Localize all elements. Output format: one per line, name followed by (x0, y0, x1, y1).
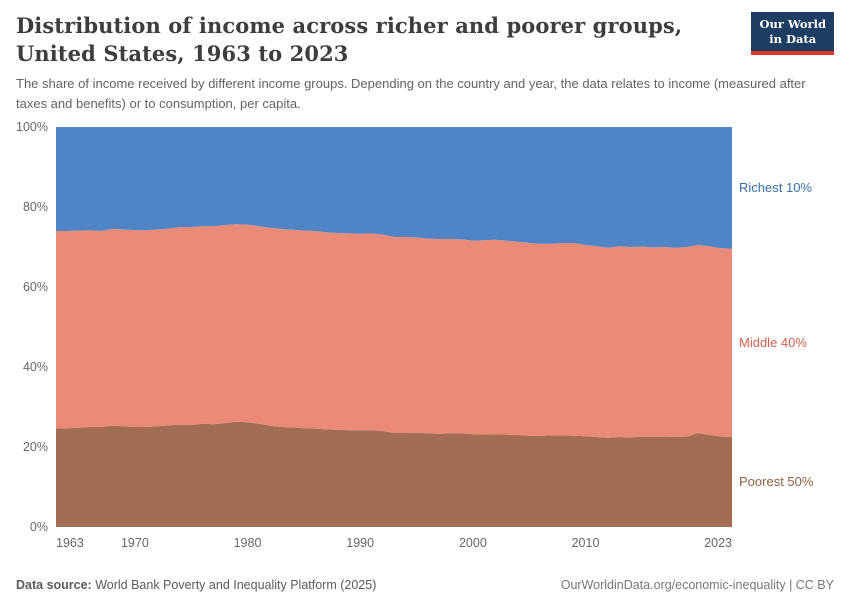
x-tick-label: 1963 (56, 536, 84, 550)
series-label-middle-40: Middle 40% (739, 335, 807, 350)
y-tick-label: 40% (23, 360, 48, 374)
chart-canvas[interactable]: 0% 20% 40% 60% 80% 100% 1963 1970 1980 1990 2000 20… (16, 115, 834, 567)
area-richest-10[interactable] (56, 127, 732, 250)
chart-area: 0% 20% 40% 60% 80% 100% 1963 1970 1980 1990 2000 20… (16, 115, 834, 572)
data-source-value: World Bank Poverty and Inequality Platfo… (91, 578, 377, 593)
series-label-richest-10: Richest 10% (739, 180, 812, 195)
y-tick-label: 60% (23, 280, 48, 294)
data-source: Data source: World Bank Poverty and Ineq… (16, 578, 376, 592)
area-middle-40[interactable] (56, 224, 732, 439)
y-tick-label: 100% (16, 120, 48, 134)
chart-subtitle: The share of income received by differen… (16, 76, 806, 111)
series-label-poorest-50: Poorest 50% (739, 474, 814, 489)
data-source-label: Data source: (16, 578, 92, 593)
x-tick-label: 1970 (121, 536, 149, 550)
y-tick-label: 80% (23, 200, 48, 214)
owid-attribution-link[interactable]: OurWorldinData.org/economic-inequality |… (560, 578, 834, 593)
area-poorest-50[interactable] (56, 422, 732, 528)
x-tick-label: 1990 (346, 536, 374, 550)
x-tick-label: 2010 (572, 536, 600, 550)
owid-logo[interactable]: Our World in Data (751, 12, 834, 55)
x-tick-label: 2000 (459, 536, 487, 550)
x-tick-label: 2023 (704, 536, 732, 550)
x-tick-label: 1980 (234, 536, 262, 550)
chart-header: Distribution of income across richer and… (16, 12, 834, 67)
chart-footer: Data source: World Bank Poverty and Ineq… (16, 572, 834, 606)
page-title: Distribution of income across richer and… (16, 13, 683, 66)
owid-logo-line1: Our World (759, 17, 826, 31)
owid-logo-line2: in Data (769, 31, 817, 46)
y-tick-label: 0% (30, 520, 48, 534)
y-tick-label: 20% (23, 440, 48, 454)
